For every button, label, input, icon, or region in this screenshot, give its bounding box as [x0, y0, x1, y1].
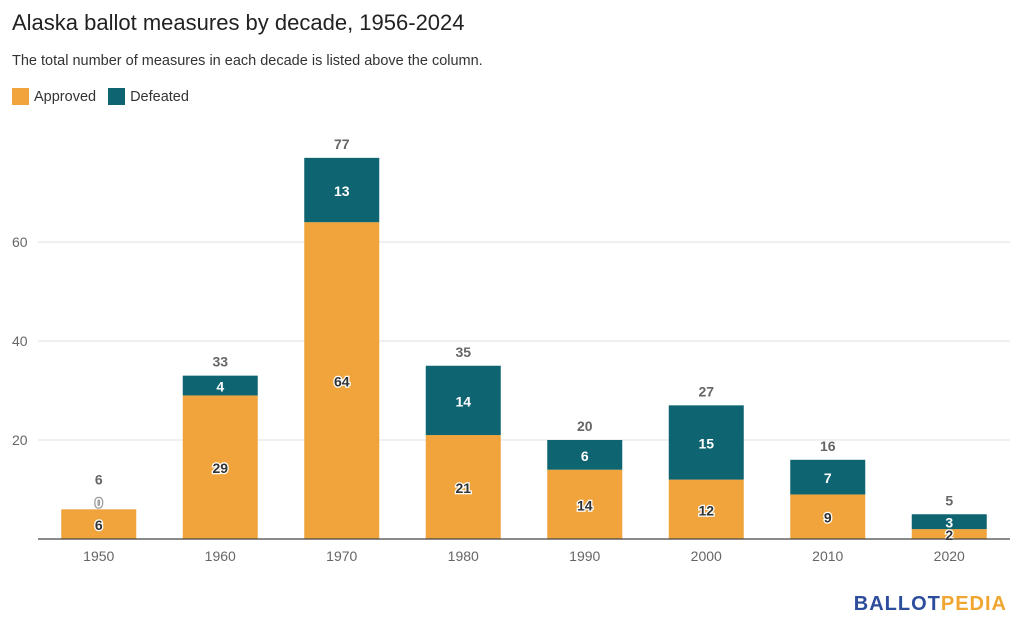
bar-approved [182, 395, 258, 539]
x-tick-label: 1960 [205, 548, 236, 564]
x-tick-label: 1970 [326, 548, 357, 564]
total-label: 6 [95, 471, 103, 487]
y-tick-label: 20 [12, 432, 28, 448]
x-tick-label: 1950 [83, 548, 114, 564]
data-label-approved: 29 [212, 460, 228, 476]
data-label-defeated: 14 [455, 393, 471, 409]
x-tick-label: 1980 [448, 548, 479, 564]
bar-defeated [668, 405, 744, 480]
bar-defeated [425, 365, 501, 436]
data-label-defeated: 0 [95, 494, 103, 510]
total-label: 27 [698, 383, 714, 399]
data-label-approved: 6 [95, 517, 103, 533]
total-label: 5 [945, 492, 953, 508]
data-label-defeated: 3 [945, 515, 953, 531]
data-label-approved: 12 [698, 502, 714, 518]
bar-approved [61, 509, 137, 539]
bar-defeated [790, 459, 866, 495]
bar-approved [911, 529, 987, 539]
legend-swatch-defeated [108, 88, 126, 105]
legend-item-defeated: Defeated [108, 88, 189, 105]
bar-approved [547, 469, 623, 539]
total-label: 16 [820, 438, 836, 454]
chart-subtitle: The total number of measures in each dec… [12, 53, 483, 69]
chart-title: Alaska ballot measures by decade, 1956-2… [12, 10, 465, 35]
x-tick-label: 2010 [812, 548, 843, 564]
bar-approved [668, 479, 744, 539]
bar-approved [425, 435, 501, 539]
data-label-defeated: 15 [698, 435, 714, 451]
x-tick-label: 2000 [691, 548, 722, 564]
y-tick-label: 60 [12, 234, 28, 250]
bar-approved [790, 494, 866, 539]
legend-item-approved: Approved [12, 88, 96, 105]
legend-label-defeated: Defeated [130, 88, 189, 105]
total-label: 33 [212, 354, 228, 370]
bar-approved [304, 222, 380, 539]
data-label-defeated: 4 [216, 379, 224, 395]
bar-defeated [547, 440, 623, 470]
bar-defeated [304, 157, 380, 223]
ballotpedia-logo: BALLOTPEDIA [854, 593, 1007, 616]
data-label-approved: 21 [455, 480, 471, 496]
logo-text-ballot: BALLOT [853, 593, 941, 615]
data-label-approved: 14 [577, 497, 593, 513]
data-label-approved: 9 [824, 510, 832, 526]
data-label-approved: 2 [945, 527, 953, 543]
total-label: 20 [577, 418, 593, 434]
x-tick-label: 1990 [569, 548, 600, 564]
data-label-defeated: 7 [824, 470, 832, 486]
data-label-defeated: 13 [334, 183, 350, 199]
bar-defeated [911, 514, 987, 530]
y-tick-label: 40 [12, 333, 28, 349]
total-label: 35 [455, 344, 471, 360]
bar-defeated [182, 375, 258, 396]
data-label-defeated: 6 [581, 448, 589, 464]
legend: Approved Defeated [12, 88, 189, 105]
total-label: 77 [334, 136, 350, 152]
legend-label-approved: Approved [34, 88, 97, 105]
x-tick-label: 2020 [934, 548, 965, 564]
data-label-approved: 64 [334, 374, 350, 390]
legend-swatch-approved [12, 88, 29, 105]
logo-text-pedia: PEDIA [940, 593, 1007, 615]
